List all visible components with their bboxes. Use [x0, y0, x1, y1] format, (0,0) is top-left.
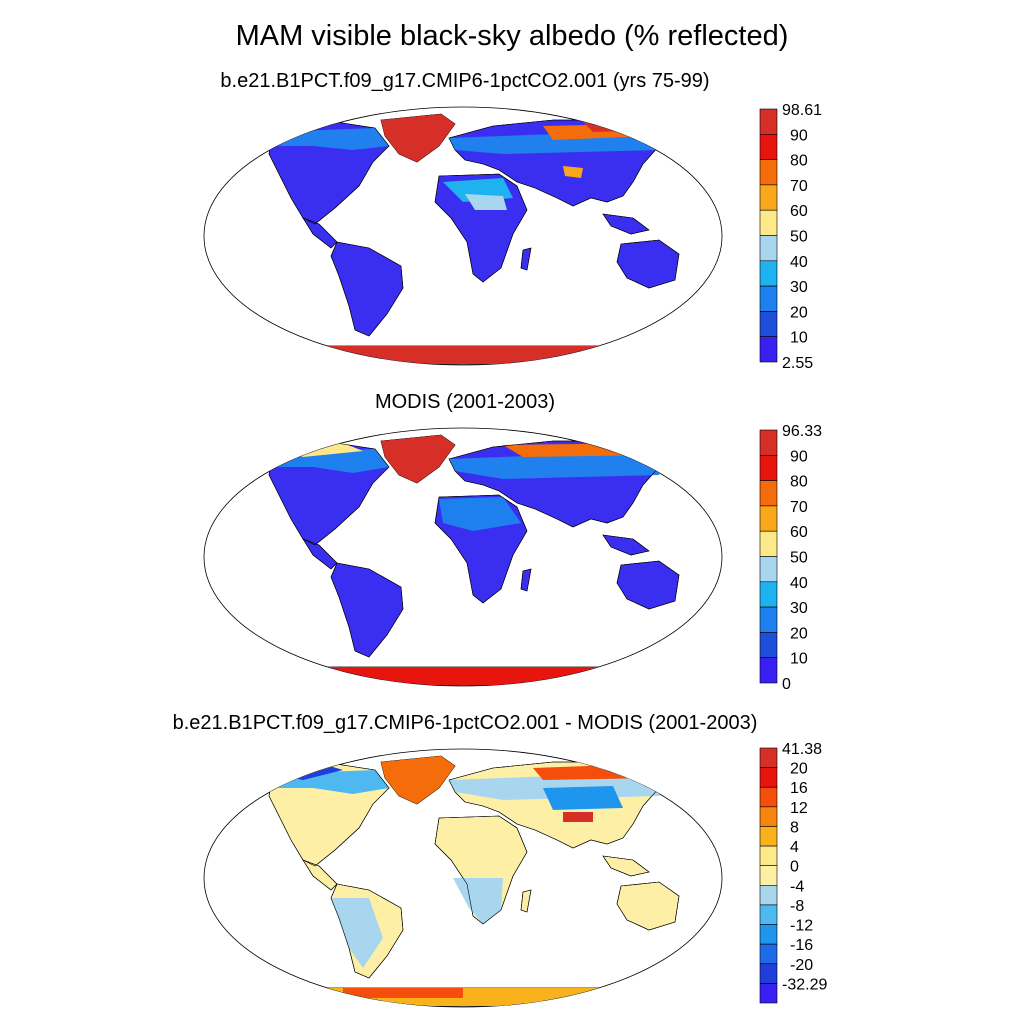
- colorbar-swatch: [759, 159, 778, 186]
- map-panel-2: [203, 427, 723, 687]
- colorbar-swatch: [759, 336, 778, 363]
- colorbar-swatch: [759, 505, 778, 532]
- colorbar-swatch: [759, 134, 778, 160]
- colorbar-swatch: [759, 865, 778, 886]
- colorbar-swatch: [759, 581, 778, 608]
- colorbar-tick-label: 16: [790, 780, 808, 797]
- colorbar-tick-label: 10: [790, 651, 808, 668]
- colorbar-tick-label: 70: [790, 178, 808, 195]
- colorbar-swatch: [759, 285, 778, 312]
- colorbar-swatch: [759, 767, 778, 788]
- colorbar-tick-label: 20: [790, 304, 808, 321]
- colorbar-swatch: [759, 983, 778, 1004]
- colorbar-tick-label: 70: [790, 499, 808, 516]
- colorbar-tick-label: 50: [790, 229, 808, 246]
- colorbar-swatch: [759, 311, 778, 337]
- colorbar-tick-label: -32.29: [782, 976, 827, 993]
- colorbar-swatch: [759, 885, 778, 906]
- colorbar-swatch: [759, 845, 778, 866]
- colorbar-tick-label: 80: [790, 153, 808, 170]
- colorbar-tick-label: -12: [790, 918, 813, 935]
- colorbar-tick-label: 12: [790, 800, 808, 817]
- colorbar-tick-label: 2.55: [782, 355, 813, 372]
- colorbar-tick-label: 4: [790, 839, 799, 856]
- colorbar-swatch: [759, 209, 778, 236]
- colorbar-tick-label: 96.33: [782, 423, 822, 440]
- colorbar-tick-label: 60: [790, 524, 808, 541]
- colorbar-tick-label: 40: [790, 254, 808, 271]
- colorbar-tick-label: 0: [790, 859, 799, 876]
- colorbar-tick-label: -4: [790, 878, 804, 895]
- colorbar-panel-2: 96.33 90 80 70 60 50 40 30 20 10 0: [759, 423, 822, 693]
- colorbar-tick-label: 80: [790, 474, 808, 491]
- colorbar-swatch: [759, 806, 778, 827]
- colorbar-tick-label: 98.61: [782, 102, 822, 119]
- colorbar-swatch: [759, 480, 778, 507]
- colorbar-swatch: [759, 454, 778, 481]
- colorbar-tick-label: 90: [790, 448, 808, 465]
- colorbar-swatch: [759, 530, 778, 557]
- colorbar-swatch: [759, 184, 778, 211]
- colorbar-tick-label: 60: [790, 203, 808, 220]
- colorbar-tick-label: -8: [790, 898, 804, 915]
- colorbar-swatch: [759, 260, 778, 287]
- colorbar-tick-label: 20: [790, 761, 808, 778]
- colorbar-swatch: [759, 786, 778, 808]
- colorbar-swatch: [759, 826, 778, 847]
- colorbar-swatch: [759, 108, 778, 135]
- colorbar-swatch: [759, 924, 778, 945]
- colorbar-swatch: [759, 963, 778, 984]
- colorbar-tick-label: 90: [790, 127, 808, 144]
- colorbar-tick-label: 10: [790, 330, 808, 347]
- colorbar-tick-label: 0: [782, 676, 791, 693]
- colorbar-swatch: [759, 606, 778, 633]
- colorbar-swatch: [759, 943, 778, 965]
- colorbar-swatch: [759, 235, 778, 262]
- map-panel-1: [203, 106, 723, 366]
- colorbar-tick-label: 8: [790, 819, 799, 836]
- colorbar-swatch: [759, 657, 778, 684]
- colorbar-tick-label: -20: [790, 957, 813, 974]
- colorbar-tick-label: -16: [790, 937, 813, 954]
- panel-2-title: MODIS (2001-2003): [374, 391, 556, 413]
- colorbar-swatch: [759, 747, 778, 768]
- colorbar-panel-1: 98.61 90 80 70 60 50 40 30 20 10 2.55: [759, 102, 822, 372]
- colorbar-tick-label: 30: [790, 600, 808, 617]
- colorbar-panel-3: 41.38 20 16 12 8 4 0 -4 -8 -12 -16 -20 -32.29: [759, 741, 827, 1004]
- panel-3-title: b.e21.B1PCT.f09_g17.CMIP6-1pctCO2.001 - …: [172, 712, 758, 734]
- colorbar-tick-label: 20: [790, 625, 808, 642]
- colorbar-tick-label: 41.38: [782, 741, 822, 758]
- map-panel-3: [203, 748, 723, 1008]
- colorbar-swatch: [759, 632, 778, 659]
- colorbar-swatch: [759, 429, 778, 456]
- colorbar-swatch: [759, 904, 778, 925]
- panel-1-title: b.e21.B1PCT.f09_g17.CMIP6-1pctCO2.001 (y…: [220, 70, 710, 92]
- figure-title: MAM visible black-sky albedo (% reflecte…: [235, 20, 789, 52]
- colorbar-tick-label: 40: [790, 575, 808, 592]
- colorbar-tick-label: 30: [790, 279, 808, 296]
- colorbar-tick-label: 50: [790, 550, 808, 567]
- colorbar-swatch: [759, 556, 778, 583]
